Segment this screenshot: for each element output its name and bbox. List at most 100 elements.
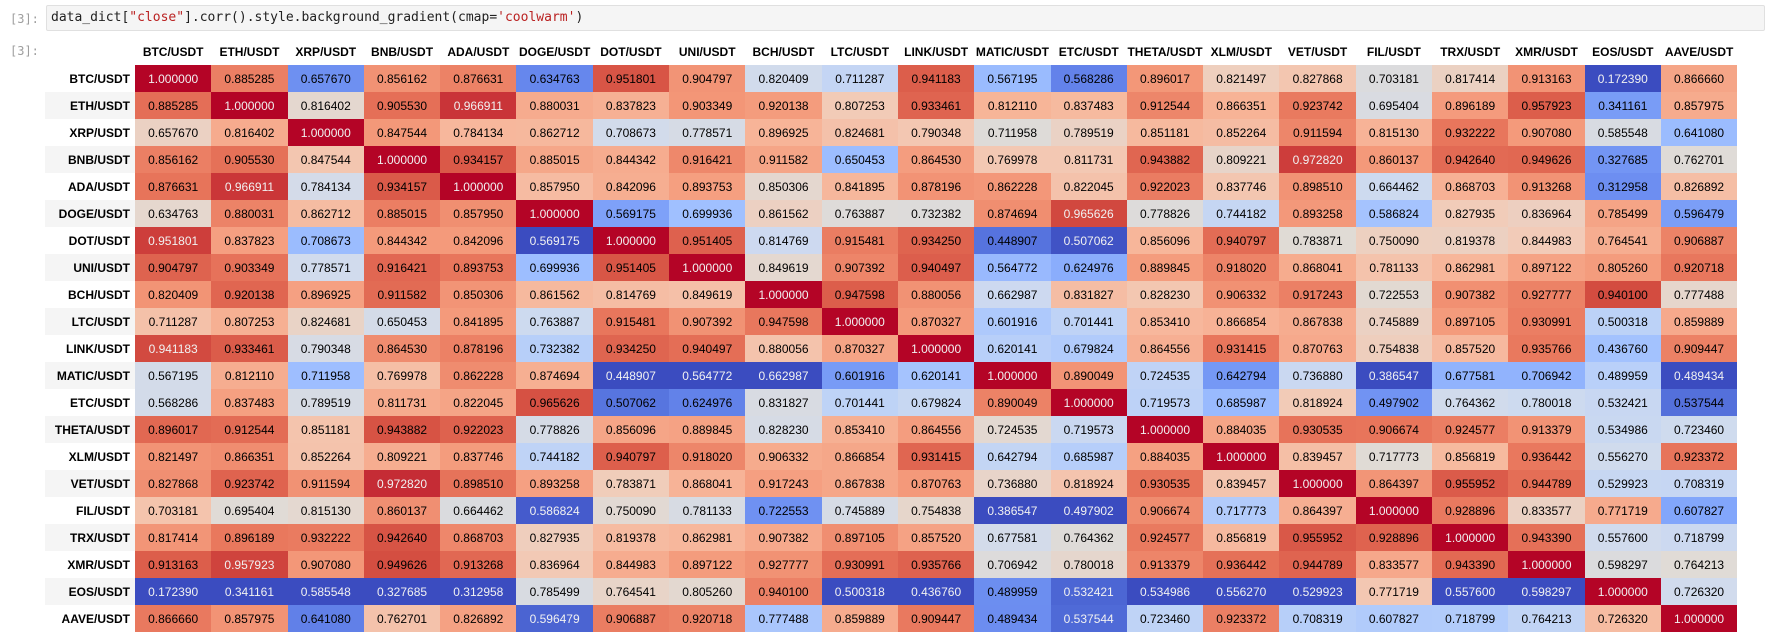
table-cell: 0.172390 [135, 578, 212, 605]
table-cell: 0.972820 [1279, 146, 1356, 173]
table-cell: 1.000000 [211, 92, 288, 119]
table-cell: 0.679824 [1050, 335, 1127, 362]
table-cell: 0.537544 [1050, 605, 1127, 632]
table-cell: 0.909447 [897, 605, 975, 632]
table-cell: 0.777488 [1660, 281, 1738, 308]
code-var: data_dict [51, 10, 122, 25]
table-cell: 0.906674 [1126, 497, 1204, 524]
table-cell: 0.833577 [1355, 551, 1433, 578]
table-cell: 0.847544 [287, 146, 364, 173]
table-cell: 1.000000 [821, 308, 898, 335]
table-cell: 0.906887 [592, 605, 670, 632]
table-body: BTC/USDT 1.000000 0.885285 0.657670 0.856162… [45, 65, 1738, 632]
table-cell: 0.816402 [211, 119, 288, 146]
table-cell: 0.839457 [1279, 443, 1356, 470]
row-header: VET/USDT [45, 470, 135, 497]
table-cell: 0.695404 [211, 497, 288, 524]
table-cell: 0.906332 [1203, 281, 1280, 308]
table-cell: 0.944789 [1508, 470, 1585, 497]
row-header: BNB/USDT [45, 146, 135, 173]
table-row: VET/USDT 0.827868 0.923742 0.911594 0.972820… [45, 470, 1738, 497]
table-cell: 0.624976 [1050, 254, 1127, 281]
table-cell: 0.822045 [440, 389, 517, 416]
table-cell: 0.564772 [974, 254, 1051, 281]
row-header: EOS/USDT [45, 578, 135, 605]
table-cell: 0.965626 [516, 389, 593, 416]
input-prompt: [3]: [10, 12, 39, 26]
table-cell: 1.000000 [897, 335, 975, 362]
table-cell: 0.849619 [745, 254, 822, 281]
table-cell: 0.857975 [1660, 92, 1738, 119]
table-cell: 0.327685 [363, 578, 441, 605]
table-cell: 0.947598 [745, 308, 822, 335]
table-cell: 0.699936 [516, 254, 593, 281]
table-cell: 0.827868 [1279, 65, 1356, 92]
table-cell: 0.708673 [287, 227, 364, 254]
table-cell: 0.805260 [669, 578, 746, 605]
table-cell: 0.923742 [1279, 92, 1356, 119]
table-cell: 0.916421 [363, 254, 441, 281]
table-cell: 0.685987 [1203, 389, 1280, 416]
table-cell: 0.944789 [1279, 551, 1356, 578]
table-cell: 0.907392 [669, 308, 746, 335]
notebook-input-cell[interactable]: [3]: data_dict["close"].corr().style.bac… [0, 0, 1772, 34]
table-cell: 0.844983 [1508, 227, 1585, 254]
table-cell: 0.448907 [974, 227, 1051, 254]
table-cell: 0.931415 [897, 443, 975, 470]
table-cell: 1.000000 [1508, 551, 1585, 578]
row-header: BCH/USDT [68, 287, 130, 302]
table-cell: 0.934250 [897, 227, 975, 254]
table-cell: 0.866660 [1660, 65, 1738, 92]
table-cell: 0.762701 [1660, 146, 1738, 173]
table-cell: 0.824681 [821, 119, 898, 146]
table-cell: 0.852264 [1203, 119, 1280, 146]
table-cell: 0.711958 [287, 362, 364, 389]
table-cell: 0.857975 [211, 605, 288, 632]
column-header: XLM/USDT [1210, 45, 1272, 59]
table-cell: 0.907080 [287, 551, 364, 578]
table-cell: 0.866351 [1203, 92, 1280, 119]
table-cell: 0.942640 [1432, 146, 1509, 173]
table-cell: 0.842096 [592, 173, 670, 200]
table-row: XRP/USDT 0.657670 0.816402 1.000000 0.847544… [45, 119, 1738, 146]
table-cell: 0.567195 [974, 65, 1051, 92]
table-cell: 0.868703 [440, 524, 517, 551]
table-cell: 0.718799 [1432, 605, 1509, 632]
table-cell: 0.790348 [287, 335, 364, 362]
table-cell: 0.933461 [211, 335, 288, 362]
table-cell: 0.785499 [1584, 200, 1661, 227]
table-cell: 0.596479 [1660, 200, 1738, 227]
column-header: DOT/USDT [600, 45, 662, 59]
table-cell: 0.851181 [1126, 119, 1204, 146]
table-cell: 0.677581 [1432, 362, 1509, 389]
table-cell: 0.932222 [1432, 119, 1509, 146]
code-editor[interactable]: data_dict["close"].corr().style.backgrou… [46, 5, 1765, 31]
table-cell: 0.708673 [592, 119, 670, 146]
table-row: ETH/USDT 0.885285 1.000000 0.816402 0.905530… [45, 92, 1738, 119]
table-cell: 1.000000 [516, 200, 593, 227]
table-cell: 0.965626 [1050, 200, 1127, 227]
table-cell: 0.884035 [1203, 416, 1280, 443]
table-cell: 0.695404 [1355, 92, 1433, 119]
table-cell: 0.866854 [821, 443, 898, 470]
table-row: XLM/USDT 0.821497 0.866351 0.852264 0.809221… [45, 443, 1738, 470]
table-cell: 0.711287 [821, 65, 898, 92]
table-cell: 0.915481 [592, 308, 670, 335]
table-cell: 0.736880 [1279, 362, 1356, 389]
table-cell: 0.918020 [669, 443, 746, 470]
row-header: DOGE/USDT [45, 200, 135, 227]
table-cell: 0.837823 [211, 227, 288, 254]
table-cell: 0.940100 [745, 578, 822, 605]
table-cell: 0.764362 [1432, 389, 1509, 416]
table-cell: 0.807253 [211, 308, 288, 335]
table-cell: 0.650453 [363, 308, 441, 335]
table-cell: 0.866660 [135, 605, 212, 632]
table-cell: 0.607827 [1355, 605, 1433, 632]
table-cell: 0.780018 [1050, 551, 1127, 578]
column-header: ETC/USDT [1058, 45, 1119, 59]
table-cell: 0.620141 [897, 362, 975, 389]
table-cell: 0.864556 [1126, 335, 1204, 362]
table-cell: 0.949626 [363, 551, 441, 578]
table-cell: 0.911582 [745, 146, 822, 173]
table-cell: 0.448907 [592, 362, 670, 389]
